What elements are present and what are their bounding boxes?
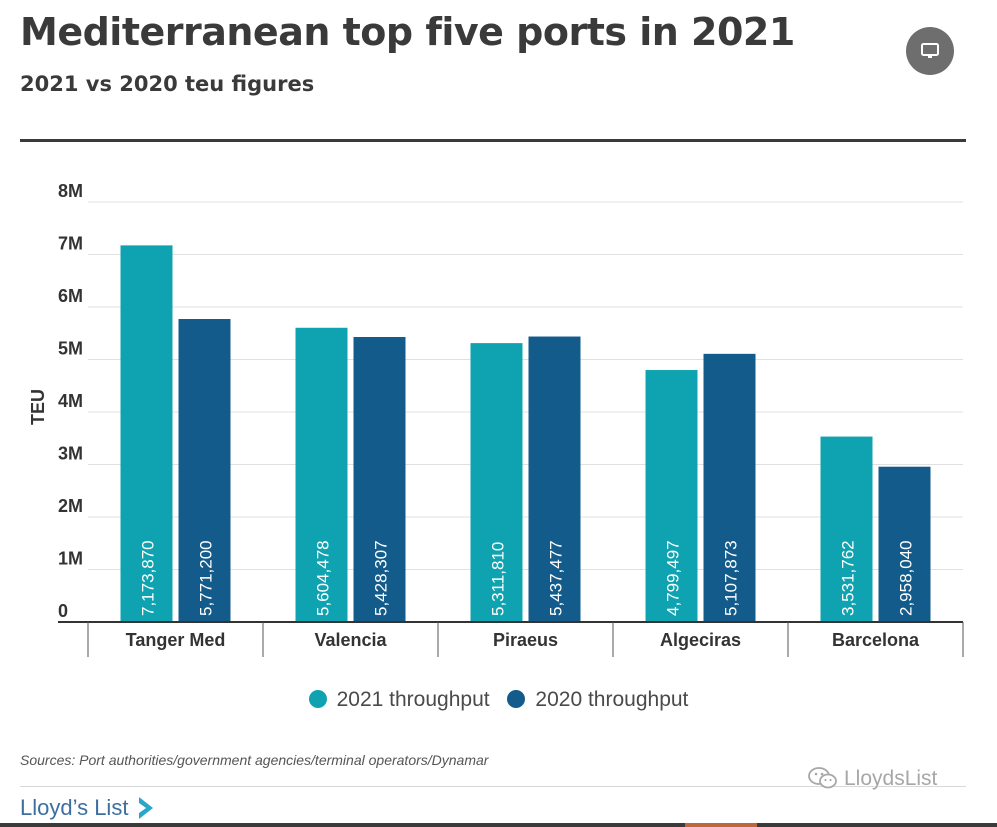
bottom-bar xyxy=(0,823,997,827)
bar[interactable] xyxy=(528,336,581,622)
bar[interactable] xyxy=(120,245,173,622)
bottom-accent xyxy=(685,823,757,827)
bar-value-label: 5,437,477 xyxy=(547,540,566,616)
y-tick-label: 3M xyxy=(58,444,83,464)
legend-label-2021: 2021 throughput xyxy=(336,688,490,711)
x-tick-label: Algeciras xyxy=(660,630,741,650)
bar[interactable] xyxy=(878,466,931,622)
y-tick-label: 4M xyxy=(58,391,83,411)
bar[interactable] xyxy=(703,353,756,622)
bar-value-label: 2,958,040 xyxy=(897,540,916,616)
header-divider xyxy=(20,139,966,142)
y-tick-label: 6M xyxy=(58,286,83,306)
bar[interactable] xyxy=(178,319,231,622)
y-axis-title: TEU xyxy=(28,389,48,425)
x-tick-label: Barcelona xyxy=(832,630,920,650)
bar-value-label: 4,799,497 xyxy=(664,540,683,616)
footer-divider xyxy=(20,786,966,787)
y-tick-label: 5M xyxy=(58,339,83,359)
source-note: Sources: Port authorities/government age… xyxy=(20,752,489,768)
legend-dot-2021 xyxy=(308,690,327,708)
legend-label-2020: 2020 throughput xyxy=(535,688,689,711)
bar[interactable] xyxy=(353,337,406,622)
bar[interactable] xyxy=(645,370,698,622)
bar[interactable] xyxy=(470,343,523,622)
legend-dot-2020 xyxy=(507,690,526,708)
bar-value-label: 5,428,307 xyxy=(372,540,391,616)
watermark-text: LloydsList xyxy=(844,767,938,790)
bar-value-label: 7,173,870 xyxy=(139,540,158,616)
logo-text: Lloyd’s List xyxy=(20,795,129,820)
watermark: LloydsList xyxy=(808,766,937,791)
bar[interactable] xyxy=(295,327,348,622)
x-tick-label: Valencia xyxy=(314,630,387,650)
bar-value-label: 5,107,873 xyxy=(722,540,741,616)
bar-value-label: 5,311,810 xyxy=(489,542,508,616)
logo-arrow-icon xyxy=(138,797,153,819)
monitor-icon xyxy=(921,43,939,58)
y-tick-label: 7M xyxy=(58,234,83,254)
x-tick-label: Piraeus xyxy=(493,630,558,650)
bar-chart: 0 1M 2M 3M 4M 5M 6M 7M 8M TEU 7,173,870 5,771,200 Ta… xyxy=(28,181,964,657)
chart-legend: 2021 throughput 2020 throughput xyxy=(0,688,997,712)
fullscreen-button[interactable] xyxy=(906,27,954,75)
bar-value-label: 5,604,478 xyxy=(314,540,333,616)
chart-title: Mediterranean top five ports in 2021 xyxy=(20,10,795,54)
bar-value-label: 5,771,200 xyxy=(197,540,216,616)
y-tick-label: 8M xyxy=(58,181,83,201)
legend-item-2020[interactable]: 2020 throughput xyxy=(507,688,688,712)
bar-value-label: 3,531,762 xyxy=(839,540,858,616)
lloyds-list-logo[interactable]: Lloyd’s List xyxy=(20,795,155,821)
chart-subtitle: 2021 vs 2020 teu figures xyxy=(20,72,315,96)
y-tick-label: 2M xyxy=(58,496,83,516)
wechat-icon xyxy=(808,767,837,789)
bar[interactable] xyxy=(820,436,873,622)
x-tick-label: Tanger Med xyxy=(126,630,226,650)
y-tick-label: 0 xyxy=(58,601,68,621)
y-tick-label: 1M xyxy=(58,549,83,569)
legend-item-2021[interactable]: 2021 throughput xyxy=(308,688,490,712)
